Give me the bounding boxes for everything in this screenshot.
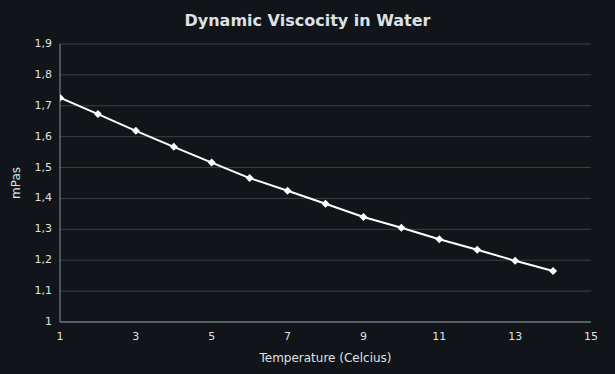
x-axis: 13579111315 bbox=[57, 330, 599, 343]
tick-label: 1,5 bbox=[35, 161, 53, 174]
tick-label: 1 bbox=[57, 330, 64, 343]
tick-label: 5 bbox=[208, 330, 215, 343]
marker bbox=[284, 187, 292, 195]
tick-label: 15 bbox=[584, 330, 598, 343]
background bbox=[0, 0, 615, 374]
grid-line bbox=[60, 105, 591, 106]
axis-line bbox=[60, 322, 591, 323]
chart-container: 11,11,21,31,41,51,61,71,81,913579111315D… bbox=[0, 0, 615, 374]
marker bbox=[397, 224, 405, 232]
marker bbox=[208, 159, 216, 167]
chart: 11,11,21,31,41,51,61,71,81,913579111315D… bbox=[0, 0, 615, 374]
marker bbox=[511, 257, 519, 265]
marker bbox=[132, 127, 140, 135]
tick-label: 9 bbox=[360, 330, 367, 343]
tick-label: 1,2 bbox=[35, 253, 53, 266]
tick-label: 1,9 bbox=[35, 37, 53, 50]
y-axis-label: mPas bbox=[9, 167, 23, 199]
tick-label: 1 bbox=[45, 315, 52, 328]
marker bbox=[60, 94, 64, 102]
marker bbox=[170, 143, 178, 151]
tick-label: 1,7 bbox=[35, 99, 53, 112]
x-axis-label: Temperature (Celcius) bbox=[258, 351, 391, 365]
grid-line bbox=[60, 322, 591, 323]
tick-label: 1,1 bbox=[35, 284, 53, 297]
grid-line bbox=[60, 229, 591, 230]
marker bbox=[94, 110, 102, 118]
tick-label: 1,8 bbox=[35, 68, 53, 81]
tick-label: 1,6 bbox=[35, 130, 53, 143]
tick-label: 7 bbox=[284, 330, 291, 343]
marker bbox=[549, 267, 557, 275]
grid-line bbox=[60, 44, 591, 45]
title: Dynamic Viscocity in Water bbox=[184, 11, 430, 30]
series bbox=[60, 94, 557, 275]
grid-line bbox=[60, 167, 591, 168]
marker bbox=[359, 213, 367, 221]
marker bbox=[473, 246, 481, 254]
line bbox=[60, 98, 553, 271]
marker bbox=[322, 200, 330, 208]
grid-line bbox=[60, 198, 591, 199]
marker bbox=[246, 174, 254, 182]
tick-label: 1,3 bbox=[35, 222, 53, 235]
grid-line bbox=[60, 74, 591, 75]
marker bbox=[435, 235, 443, 243]
tick-label: 3 bbox=[132, 330, 139, 343]
axis-line bbox=[60, 44, 61, 322]
tick-label: 13 bbox=[508, 330, 522, 343]
y-axis: 1 1,1 1,2 1,3 1,4 1,5 1,6 1,7 1,8 1,9 bbox=[35, 37, 592, 328]
grid-line bbox=[60, 136, 591, 137]
tick-label: 11 bbox=[432, 330, 446, 343]
tick-label: 1,4 bbox=[35, 191, 53, 204]
grid-line bbox=[60, 291, 591, 292]
